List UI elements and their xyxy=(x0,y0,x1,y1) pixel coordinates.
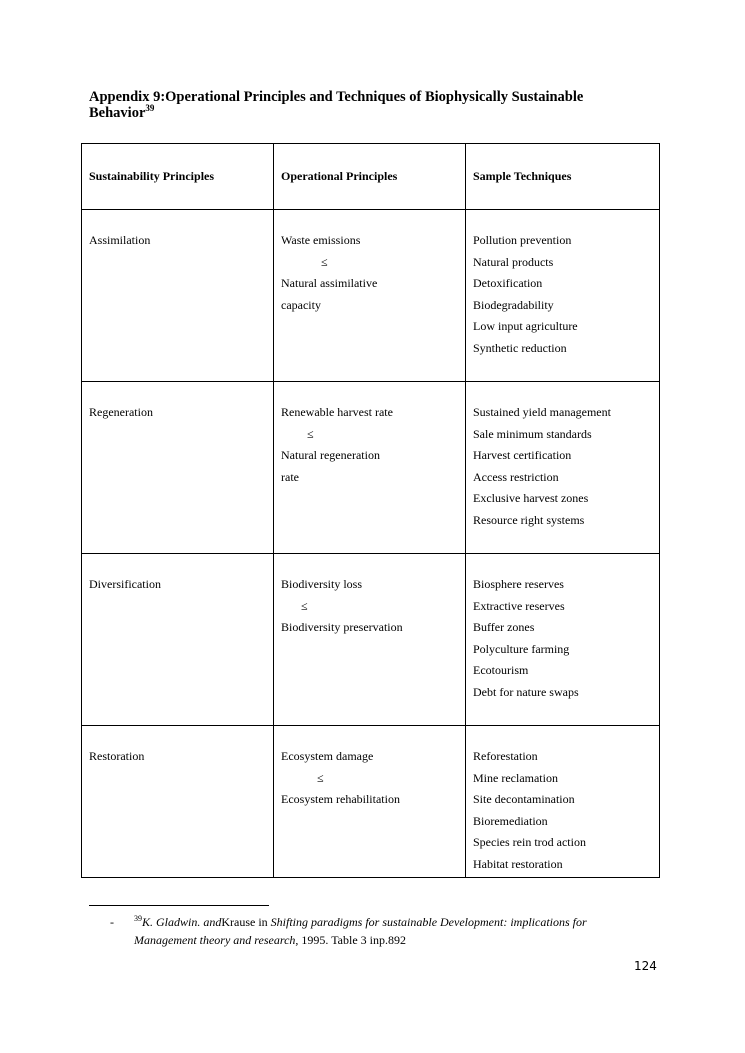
operational-line: rate xyxy=(281,469,299,484)
table-row: Assimilation Waste emissions ≤ Natural assi… xyxy=(81,209,660,382)
operational-line: Biodiversity preservation xyxy=(281,620,403,635)
technique-item: Harvest certification xyxy=(473,448,572,463)
technique-item: Mine reclamation xyxy=(473,770,558,785)
technique-item: Natural products xyxy=(473,254,554,269)
principle-cell: Diversification xyxy=(81,553,274,726)
technique-item: Pollution prevention xyxy=(473,233,572,247)
techniques-cell: Biosphere reserves Extractive reserves Buf… xyxy=(465,553,660,726)
principle-text: Restoration xyxy=(89,749,145,763)
principle-text: Regeneration xyxy=(89,405,153,419)
operational-cell: Renewable harvest rate ≤ Natural regenerat… xyxy=(273,381,466,554)
technique-item: Synthetic reduction xyxy=(473,340,567,355)
operational-line: ≤ xyxy=(301,598,308,613)
operational-line: Natural regeneration xyxy=(281,448,380,463)
operational-line: Waste emissions xyxy=(281,233,361,247)
technique-item: Exclusive harvest zones xyxy=(473,491,589,506)
operational-cell: Waste emissions ≤ Natural assimilative capa… xyxy=(273,209,466,382)
techniques-cell: Sustained yield management Sale minimum s… xyxy=(465,381,660,554)
technique-item: Sustained yield management xyxy=(473,405,611,419)
technique-item: Low input agriculture xyxy=(473,319,578,334)
operational-line: Biodiversity loss xyxy=(281,577,363,591)
principle-text: Assimilation xyxy=(89,233,151,247)
technique-item: Biosphere reserves xyxy=(473,577,564,591)
technique-item: Detoxification xyxy=(473,276,543,291)
footnote-number: 39 xyxy=(134,914,142,923)
operational-cell: Ecosystem damage ≤ Ecosystem rehabilitatio… xyxy=(273,725,466,878)
operational-line: Renewable harvest rate xyxy=(281,405,393,419)
operational-line: Natural assimilative xyxy=(281,276,378,291)
table-header-row: Sustainability Principles Operational Pr… xyxy=(81,143,660,210)
technique-item: Sale minimum standards xyxy=(473,426,592,441)
footnote-ref: 39 xyxy=(145,103,155,113)
operational-line: ≤ xyxy=(307,426,314,441)
technique-item: Habitat restoration xyxy=(473,856,563,871)
principle-text: Diversification xyxy=(89,577,161,591)
technique-item: Access restriction xyxy=(473,469,559,484)
technique-item: Resource right systems xyxy=(473,512,585,527)
operational-line: ≤ xyxy=(317,770,324,785)
technique-item: Extractive reserves xyxy=(473,598,565,613)
techniques-cell: Reforestation Mine reclamation Site decont… xyxy=(465,725,660,878)
technique-item: Ecotourism xyxy=(473,663,529,678)
technique-item: Buffer zones xyxy=(473,620,535,635)
table-row: Regeneration Renewable harvest rate ≤ Natur… xyxy=(81,381,660,554)
page-title: Appendix 9:Operational Principles and Te… xyxy=(89,89,649,121)
technique-item: Biodegradability xyxy=(473,297,554,312)
footnote-citation: , 1995. Table 3 inp.892 xyxy=(295,933,407,947)
footnote-divider xyxy=(89,905,269,906)
operational-line: Ecosystem damage xyxy=(281,749,374,763)
header-cell: Sustainability Principles xyxy=(81,143,274,210)
footnote-authors: K. Gladwin. and xyxy=(142,915,222,929)
header-cell: Sample Techniques xyxy=(465,143,660,210)
operational-line: capacity xyxy=(281,297,321,312)
header-cell: Operational Principles xyxy=(273,143,466,210)
operational-line: Ecosystem rehabilitation xyxy=(281,792,400,807)
table-row: Diversification Biodiversity loss ≤ Biodive… xyxy=(81,553,660,726)
title-text: Appendix 9:Operational Principles and Te… xyxy=(89,89,584,121)
table-row: Restoration Ecosystem damage ≤ Ecosystem re… xyxy=(81,725,660,878)
principle-cell: Restoration xyxy=(81,725,274,878)
technique-item: Reforestation xyxy=(473,749,538,763)
principles-table: Sustainability Principles Operational Pr… xyxy=(81,143,660,878)
technique-item: Species rein trod action xyxy=(473,835,586,850)
footnote-authors-plain: Krause in xyxy=(221,915,271,929)
operational-line: ≤ xyxy=(321,254,328,269)
operational-cell: Biodiversity loss ≤ Biodiversity preservat… xyxy=(273,553,466,726)
technique-item: Bioremediation xyxy=(473,813,548,828)
footnote-work-title: Shifting paradigms for sustainable Devel… xyxy=(134,915,587,947)
principle-cell: Assimilation xyxy=(81,209,274,382)
technique-item: Debt for nature swaps xyxy=(473,684,579,699)
technique-item: Polyculture farming xyxy=(473,641,570,656)
techniques-cell: Pollution prevention Natural products Deto… xyxy=(465,209,660,382)
principle-cell: Regeneration xyxy=(81,381,274,554)
footnote-bullet: - xyxy=(110,915,114,929)
technique-item: Site decontamination xyxy=(473,792,575,807)
page-number: 124 xyxy=(634,959,657,973)
